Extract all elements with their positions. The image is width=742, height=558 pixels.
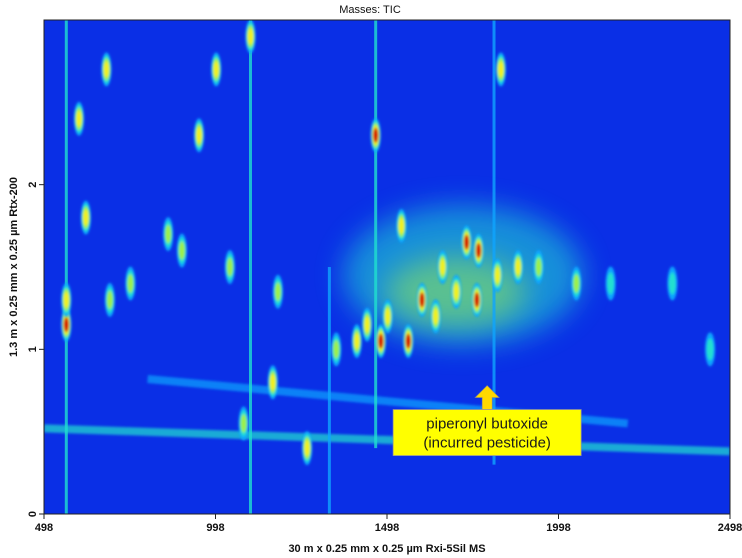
band	[44, 424, 730, 456]
peak-spot	[302, 431, 313, 466]
annotation-callout: piperonyl butoxide (incurred pesticide)	[392, 385, 582, 456]
peak-spot	[375, 324, 386, 359]
peak-spot	[163, 217, 174, 252]
peak-spot	[667, 266, 678, 301]
peak-spot	[513, 250, 524, 284]
y-tick-label: 2	[27, 182, 39, 188]
x-tick-label: 1498	[375, 522, 399, 534]
peak-spot	[471, 282, 482, 317]
peak-spot	[430, 299, 441, 334]
y-axis: 0 1 2	[27, 182, 44, 517]
peak-spot	[245, 20, 256, 54]
chart-title: Masses: TIC	[339, 4, 401, 16]
peak-spot	[80, 200, 91, 235]
x-tick-label: 2498	[718, 522, 742, 534]
peak-spot	[238, 406, 249, 441]
peak-spot	[492, 258, 503, 293]
peak-spot	[61, 307, 72, 342]
peak-spot	[370, 118, 381, 153]
peak-spot	[73, 101, 84, 136]
peak-spot	[101, 52, 112, 87]
callout-line-2: (incurred pesticide)	[423, 435, 551, 452]
peak-spot	[533, 250, 544, 284]
peak-spot	[473, 233, 484, 268]
x-axis-title: 30 m x 0.25 mm x 0.25 µm Rxi-5Sil MS	[288, 543, 485, 555]
y-tick-label: 0	[27, 511, 39, 517]
peak-spot	[362, 307, 373, 342]
peak-spot	[451, 274, 462, 309]
peak-spot	[176, 233, 187, 268]
y-axis-title: 1.3 m x 0.25 mm x 0.25 µm Rtx-200	[8, 177, 20, 357]
x-tick-label: 1998	[546, 522, 570, 534]
peak-spot	[267, 365, 278, 400]
peak-spot	[194, 118, 205, 153]
peak-spot	[495, 52, 506, 87]
peak-spot	[571, 266, 582, 301]
peak-spot	[403, 324, 414, 359]
peak-spot	[416, 282, 427, 317]
callout-line-1: piperonyl butoxide	[426, 416, 548, 433]
y-tick-label: 1	[27, 346, 39, 352]
peak-spot	[351, 324, 362, 359]
peak-spot	[605, 266, 616, 301]
peak-spot	[104, 282, 115, 317]
peak-spot	[331, 332, 342, 367]
peak-spot	[382, 299, 393, 334]
callout-box	[392, 409, 582, 456]
x-tick-label: 498	[35, 522, 53, 534]
peak-spot	[125, 266, 136, 301]
peak-spot	[461, 225, 472, 260]
peak-spot	[61, 282, 72, 317]
peak-spot	[272, 274, 283, 309]
heatmap-layer	[44, 20, 730, 514]
peak-spot	[437, 250, 448, 284]
x-axis: 498 998 1498 1998 2498	[35, 514, 742, 534]
peak-spot	[705, 332, 716, 367]
x-tick-label: 998	[206, 522, 224, 534]
peak-spot	[211, 52, 222, 87]
peak-spot	[396, 208, 407, 243]
peak-spot	[224, 250, 235, 284]
